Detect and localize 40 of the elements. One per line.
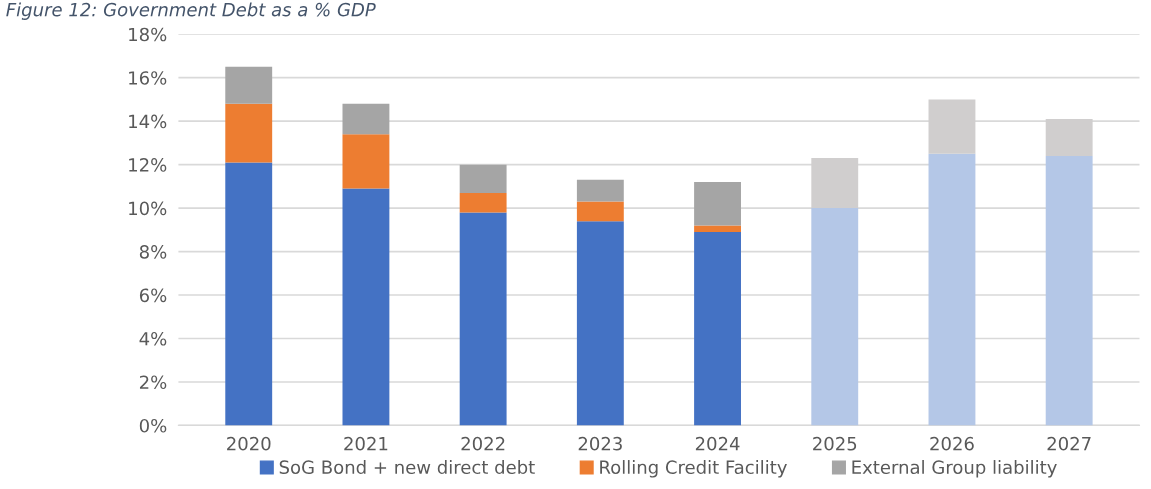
x-tick-label: 2024 bbox=[695, 436, 740, 451]
bar bbox=[459, 192, 507, 213]
bar bbox=[459, 164, 507, 193]
x-tick-label: 2025 bbox=[813, 436, 857, 451]
y-tick-label: 8% bbox=[139, 245, 167, 259]
bar bbox=[928, 153, 976, 426]
x-tick-label: 2027 bbox=[1047, 436, 1091, 451]
legend-label: Rolling Credit Facility bbox=[600, 460, 787, 478]
y-tick-label: 4% bbox=[139, 331, 167, 346]
bar bbox=[811, 208, 859, 426]
bar bbox=[459, 212, 507, 426]
bar bbox=[342, 134, 390, 189]
chart-title: Figure 12: Government Debt as a % GDP bbox=[6, 2, 376, 20]
bar bbox=[342, 188, 390, 426]
bar bbox=[225, 66, 273, 104]
bar bbox=[694, 225, 741, 232]
bar bbox=[694, 182, 741, 226]
y-tick-label: 16% bbox=[129, 71, 167, 85]
bar bbox=[342, 103, 390, 135]
y-tick-label: 14% bbox=[129, 114, 167, 129]
x-tick-label: 2020 bbox=[227, 436, 271, 451]
y-tick-label: 0% bbox=[139, 418, 167, 433]
bar bbox=[576, 179, 624, 202]
legend-label: External Group liability bbox=[852, 460, 1057, 478]
y-tick-label: 18% bbox=[129, 27, 167, 42]
y-tick-label: 10% bbox=[129, 201, 167, 216]
legend-label: SoG Bond + new direct debt bbox=[279, 460, 535, 475]
bar bbox=[576, 221, 624, 426]
bar bbox=[225, 162, 273, 426]
bar bbox=[576, 201, 624, 222]
bar bbox=[1045, 155, 1093, 426]
x-tick-label: 2021 bbox=[344, 436, 388, 451]
y-tick-label: 6% bbox=[139, 288, 167, 303]
x-tick-label: 2022 bbox=[461, 436, 505, 451]
bar bbox=[694, 232, 741, 426]
x-tick-label: 2023 bbox=[578, 436, 622, 451]
y-tick-label: 2% bbox=[139, 375, 167, 390]
y-tick-label: 12% bbox=[129, 158, 167, 172]
bar bbox=[225, 103, 273, 163]
x-tick-label: 2026 bbox=[930, 436, 974, 451]
